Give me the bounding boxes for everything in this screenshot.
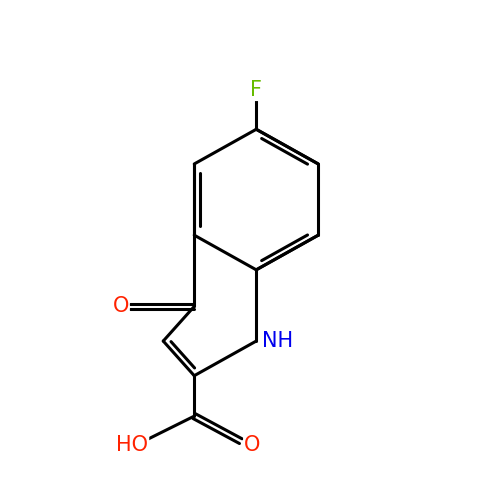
Text: NH: NH: [262, 331, 293, 351]
Text: O: O: [112, 296, 129, 316]
Text: HO: HO: [116, 435, 148, 455]
Text: O: O: [244, 435, 260, 455]
Text: F: F: [250, 80, 262, 100]
